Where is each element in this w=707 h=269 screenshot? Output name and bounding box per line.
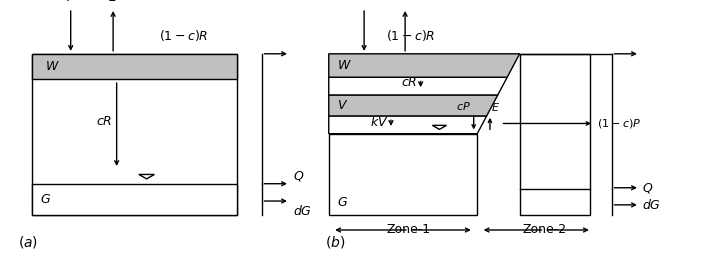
Bar <box>520 54 590 215</box>
Text: $dG$: $dG$ <box>642 198 661 212</box>
Text: $V$: $V$ <box>337 99 349 112</box>
Polygon shape <box>329 77 507 95</box>
Text: $E$: $E$ <box>108 0 118 4</box>
Text: $P$: $P$ <box>359 0 369 3</box>
Text: $(b)$: $(b)$ <box>325 234 346 250</box>
Text: $(1-c)P$: $(1-c)P$ <box>597 117 642 130</box>
Polygon shape <box>329 54 520 77</box>
Text: $(1-c)R$: $(1-c)R$ <box>159 28 208 43</box>
Text: $W$: $W$ <box>45 60 59 73</box>
Text: $dG$: $dG$ <box>293 204 312 218</box>
Polygon shape <box>329 116 486 134</box>
Text: $E$: $E$ <box>491 101 501 113</box>
Text: $Q$: $Q$ <box>293 169 304 183</box>
Text: $E$: $E$ <box>400 0 410 3</box>
Text: $G$: $G$ <box>40 193 52 206</box>
Text: $G$: $G$ <box>337 196 349 209</box>
Text: $(1-c)R$: $(1-c)R$ <box>386 28 435 43</box>
Bar <box>32 54 237 215</box>
Text: $cR$: $cR$ <box>96 115 112 128</box>
Polygon shape <box>329 95 498 116</box>
Bar <box>32 184 237 215</box>
Text: $kV$: $kV$ <box>370 115 388 129</box>
Bar <box>32 54 237 79</box>
Text: $W$: $W$ <box>337 59 352 72</box>
Text: Zone-1: Zone-1 <box>387 224 431 236</box>
Text: $cR$: $cR$ <box>402 76 418 89</box>
Text: Zone-2: Zone-2 <box>522 224 566 236</box>
Text: $P$: $P$ <box>66 0 76 4</box>
Text: $cP$: $cP$ <box>456 100 471 112</box>
Polygon shape <box>329 134 477 215</box>
Text: $(a)$: $(a)$ <box>18 234 37 250</box>
Text: $Q$: $Q$ <box>642 181 653 195</box>
